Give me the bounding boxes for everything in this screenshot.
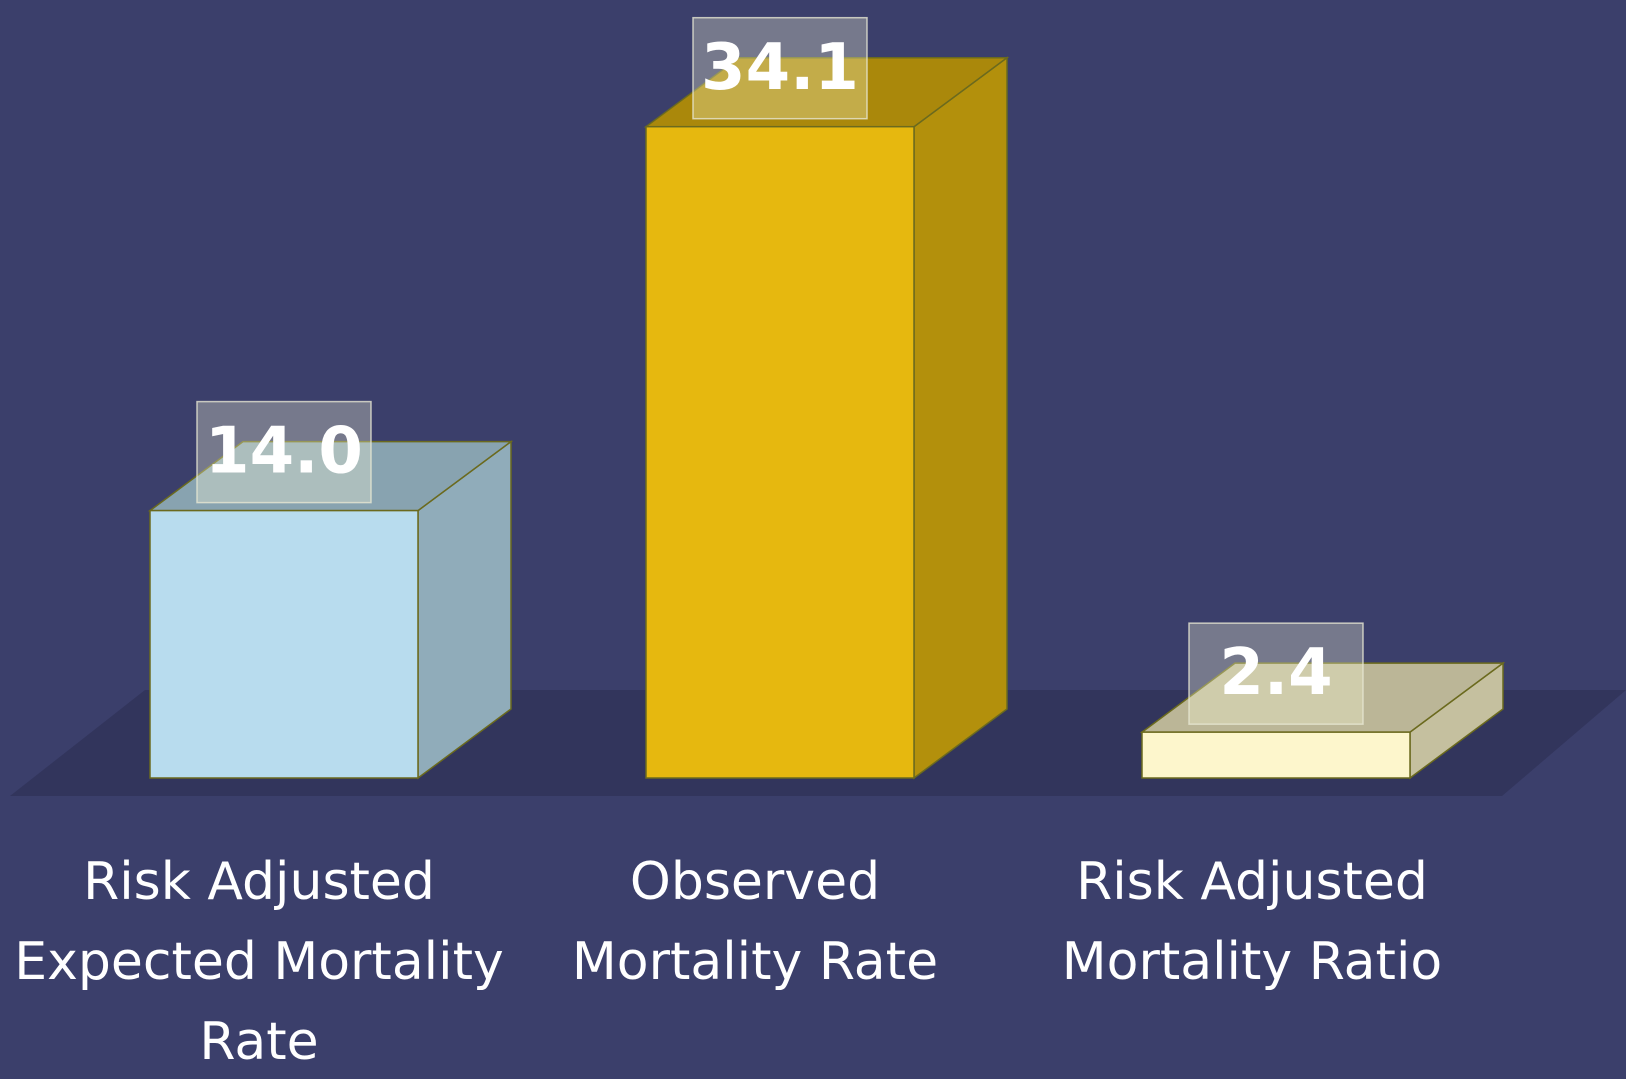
- value-label: 34.1: [701, 31, 859, 105]
- value-label: 2.4: [1219, 636, 1332, 710]
- category-label: Observed Mortality Rate: [571, 852, 939, 992]
- category-label: Risk Adjusted Mortality Ratio: [1061, 852, 1443, 992]
- bar-side: [913, 56, 1008, 780]
- value-label-box: [196, 400, 372, 504]
- value-label-box: [692, 16, 868, 120]
- bar: [1141, 731, 1411, 779]
- category-label: Risk Adjusted Expected Mortality Rate: [14, 852, 504, 1072]
- value-label-box: [1188, 622, 1364, 725]
- value-label: 14.0: [205, 415, 363, 489]
- bar: [149, 509, 419, 779]
- bar: [645, 125, 915, 779]
